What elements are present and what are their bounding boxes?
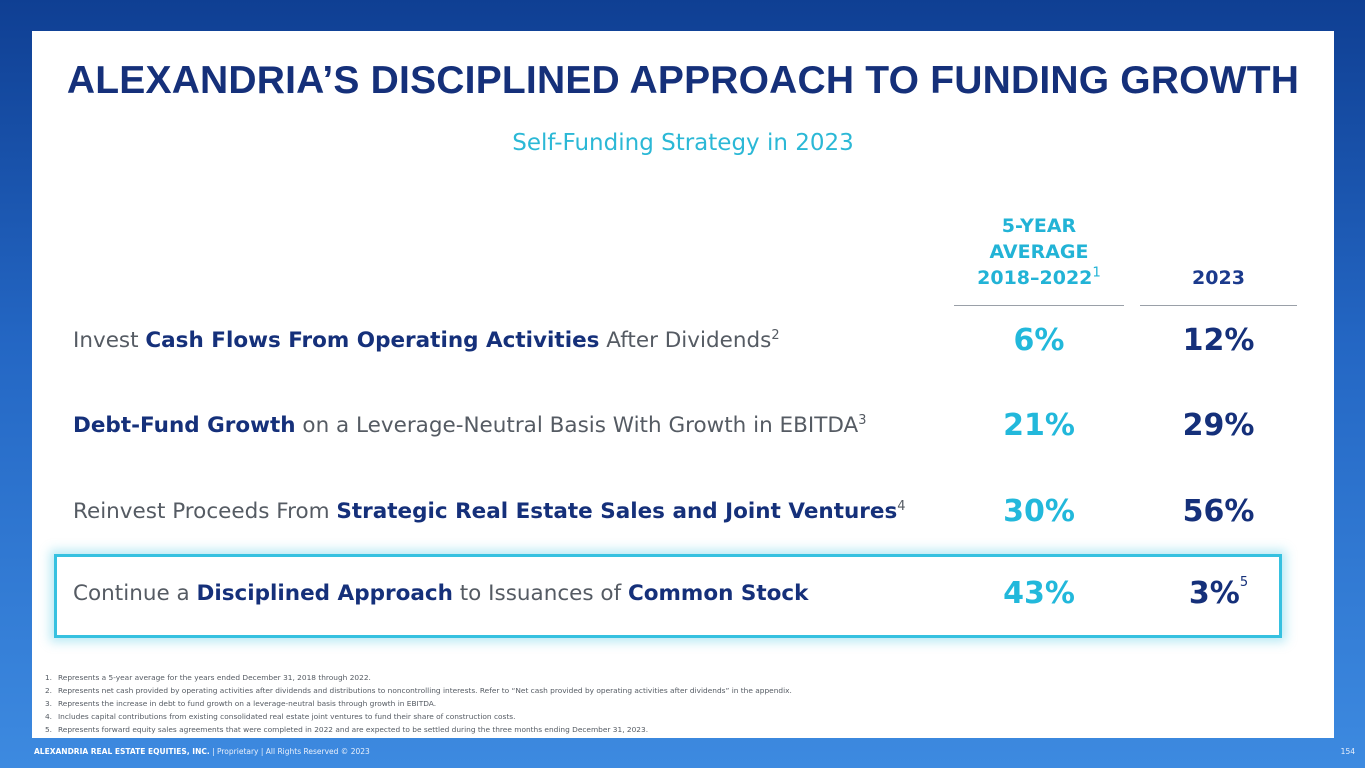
- footnote-text: Represents net cash provided by operatin…: [58, 686, 792, 695]
- footnote-text: Represents a 5-year average for the year…: [58, 673, 371, 682]
- column-divider: [954, 305, 1124, 306]
- value-2023-text: 29%: [1182, 408, 1255, 443]
- column-header-5-year-average: 5-YEAR AVERAGE 2018–20221: [954, 213, 1124, 291]
- footnote: 4. Includes capital contributions from ex…: [36, 710, 1326, 723]
- row-label-text: to Issuances of: [452, 581, 628, 606]
- footnotes: 1. Represents a 5-year average for the ye…: [36, 671, 1326, 736]
- value-2023: 12%: [1140, 313, 1297, 369]
- footnote-number: 4.: [44, 712, 52, 721]
- highlight-box: [54, 554, 1282, 638]
- footnote: 2. Represents net cash provided by operat…: [36, 684, 1326, 697]
- value-5-year-average: 21%: [1003, 408, 1075, 443]
- row-label-text: on a Leverage-Neutral Basis With Growth …: [295, 413, 859, 438]
- value-5-year-average: 43%: [1003, 576, 1075, 611]
- slide-title: ALEXANDRIA’S DISCIPLINED APPROACH TO FUN…: [66, 59, 1300, 102]
- footnote-text: Includes capital contributions from exis…: [58, 712, 516, 721]
- table-row: Reinvest Proceeds From Strategic Real Es…: [32, 484, 1334, 540]
- row-label-emphasis: Cash Flows From Operating Activities: [145, 328, 600, 353]
- table-row: Debt-Fund Growth on a Leverage-Neutral B…: [32, 398, 1334, 454]
- table-row: Continue a Disciplined Approach to Issua…: [32, 566, 1334, 622]
- column-header-years-text: 2018–2022: [977, 267, 1093, 289]
- row-label-text: After Dividends: [599, 328, 772, 353]
- footnote-marker: 5: [1239, 575, 1249, 590]
- value-2023: 56%: [1140, 484, 1297, 540]
- value-2023-text: 56%: [1182, 494, 1255, 529]
- footnote-marker: 4: [897, 498, 906, 514]
- row-label-text: Continue a: [73, 581, 197, 606]
- footer-company: ALEXANDRIA REAL ESTATE EQUITIES, INC.: [34, 747, 210, 756]
- row-label: Debt-Fund Growth on a Leverage-Neutral B…: [73, 398, 866, 454]
- value-5-year-average: 30%: [1003, 494, 1075, 529]
- footnote-marker: 2: [771, 327, 780, 343]
- value-2023-text: 3%: [1188, 576, 1240, 611]
- column-header-line: 5-YEAR: [1001, 215, 1077, 237]
- footnote-text: Represents forward equity sales agreemen…: [58, 725, 649, 734]
- footnote-marker: 3: [858, 412, 867, 428]
- row-label: Continue a Disciplined Approach to Issua…: [73, 566, 808, 622]
- footer-notice: | Proprietary | All Rights Reserved © 20…: [209, 747, 370, 756]
- row-label-emphasis: Debt-Fund Growth: [73, 413, 296, 438]
- slide-subtitle: Self-Funding Strategy in 2023: [512, 130, 854, 156]
- value-2023: 29%: [1140, 398, 1297, 454]
- column-divider: [1140, 305, 1297, 306]
- footnote: 3. Represents the increase in debt to fun…: [36, 697, 1326, 710]
- column-header-2023: 2023: [1192, 267, 1245, 289]
- footnote-number: 3.: [44, 699, 52, 708]
- column-header-years: 2018–20221: [954, 265, 1124, 291]
- row-label-text: Reinvest Proceeds From: [73, 499, 337, 524]
- row-label: Reinvest Proceeds From Strategic Real Es…: [73, 484, 905, 540]
- footnote-marker: 1: [1092, 265, 1101, 281]
- value-2023-text: 12%: [1182, 323, 1255, 358]
- value-5-year-average: 6%: [1013, 323, 1065, 358]
- column-header-line: AVERAGE: [989, 241, 1089, 263]
- row-label: Invest Cash Flows From Operating Activit…: [73, 313, 780, 369]
- slide-panel: ALEXANDRIA’S DISCIPLINED APPROACH TO FUN…: [32, 31, 1334, 738]
- footer-copyright: ALEXANDRIA REAL ESTATE EQUITIES, INC. | …: [34, 747, 370, 756]
- footnote-number: 1.: [44, 673, 52, 682]
- table-row: Invest Cash Flows From Operating Activit…: [32, 313, 1334, 369]
- footnote-text: Represents the increase in debt to fund …: [58, 699, 437, 708]
- row-label-emphasis: Disciplined Approach: [196, 581, 453, 606]
- row-label-emphasis: Common Stock: [627, 581, 809, 606]
- footnote-number: 2.: [44, 686, 52, 695]
- footnote: 1. Represents a 5-year average for the ye…: [36, 671, 1326, 684]
- page-number: 154: [1340, 747, 1355, 756]
- footnote: 5. Represents forward equity sales agreem…: [36, 723, 1326, 736]
- value-2023: 3%5: [1140, 566, 1297, 622]
- row-label-emphasis: Strategic Real Estate Sales and Joint Ve…: [336, 499, 898, 524]
- footnote-number: 5.: [44, 725, 52, 734]
- row-label-text: Invest: [73, 328, 146, 353]
